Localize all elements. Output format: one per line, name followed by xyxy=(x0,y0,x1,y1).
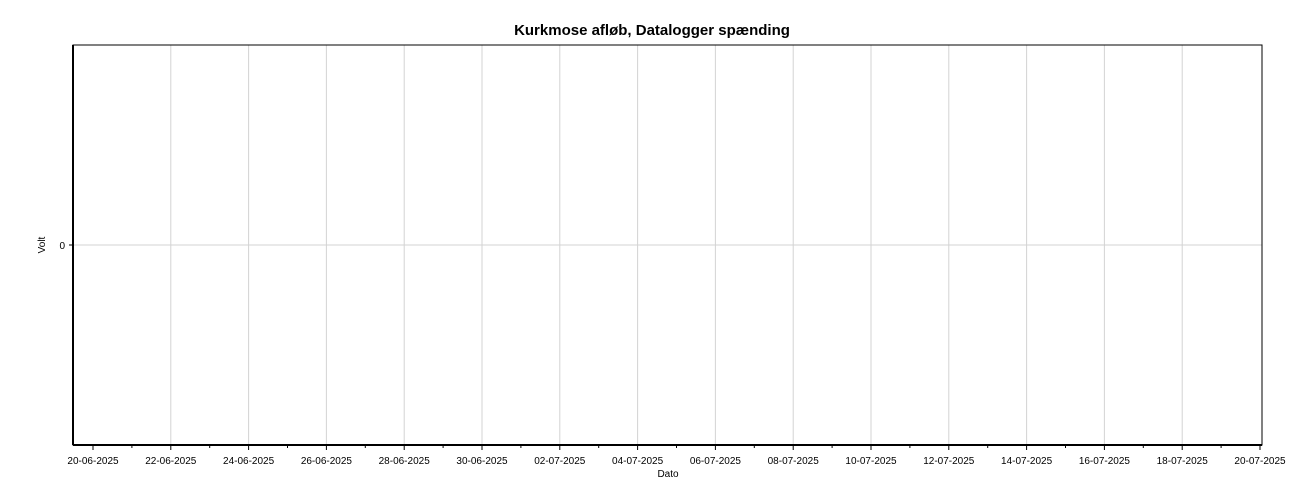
grid-lines xyxy=(73,45,1262,445)
chart-title: Kurkmose afløb, Datalogger spænding xyxy=(514,22,790,39)
x-tick-label: 28-06-2025 xyxy=(379,456,431,467)
x-tick-label: 20-06-2025 xyxy=(67,456,119,467)
x-tick-label: 10-07-2025 xyxy=(845,456,897,467)
x-tick-label: 18-07-2025 xyxy=(1157,456,1209,467)
x-tick-label: 24-06-2025 xyxy=(223,456,275,467)
x-tick-label: 12-07-2025 xyxy=(923,456,975,467)
y-tick-label: 0 xyxy=(59,241,65,252)
x-tick-label: 08-07-2025 xyxy=(768,456,820,467)
x-axis-label: Dato xyxy=(657,469,679,480)
x-tick-label: 04-07-2025 xyxy=(612,456,664,467)
y-axis-label: Volt xyxy=(37,236,48,253)
x-tick-label: 02-07-2025 xyxy=(534,456,586,467)
x-tick-label: 26-06-2025 xyxy=(301,456,353,467)
x-tick-label: 22-06-2025 xyxy=(145,456,197,467)
x-tick-label: 30-06-2025 xyxy=(456,456,508,467)
x-tick-label: 16-07-2025 xyxy=(1079,456,1131,467)
tick-labels: 20-06-2025 22-06-2025 24-06-2025 26-06-2025… xyxy=(59,241,1286,467)
x-tick-label: 14-07-2025 xyxy=(1001,456,1053,467)
x-tick-label: 06-07-2025 xyxy=(690,456,742,467)
x-tick-label: 20-07-2025 xyxy=(1234,456,1286,467)
axis-ticks xyxy=(69,244,1261,450)
